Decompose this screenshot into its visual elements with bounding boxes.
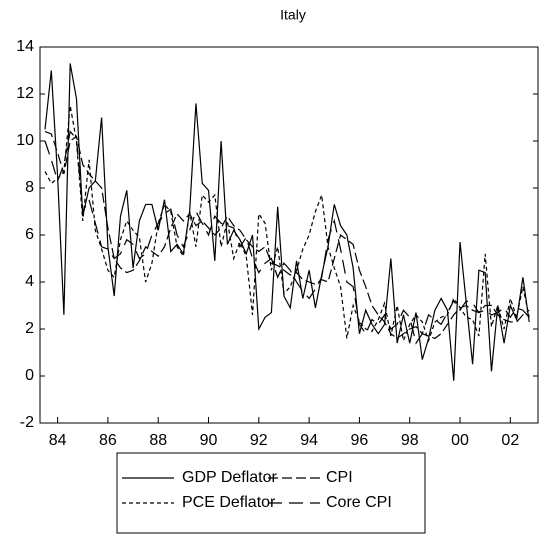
y-tick-label: 10 [16, 132, 34, 149]
legend-box [116, 452, 426, 534]
y-tick-label: 2 [25, 320, 34, 337]
x-tick-label: 98 [401, 432, 419, 449]
plot-frame [39, 46, 539, 424]
chart-title: Italy [280, 7, 306, 23]
y-tick-label: -2 [20, 414, 34, 431]
x-tick-label: 88 [149, 432, 167, 449]
series-line [44, 105, 530, 343]
x-tick-label: 00 [451, 432, 469, 449]
series-line [44, 63, 530, 381]
series-line [44, 131, 530, 340]
legend-label: GDP Deflator [182, 469, 278, 486]
y-tick-label: 6 [25, 226, 34, 243]
x-tick-label: 94 [300, 432, 318, 449]
y-tick-label: 4 [25, 273, 34, 290]
x-tick-label: 96 [351, 432, 369, 449]
x-tick-label: 02 [501, 432, 519, 449]
legend-label: Core CPI [326, 494, 392, 511]
y-tick-label: 12 [16, 85, 34, 102]
x-tick-label: 92 [250, 432, 268, 449]
x-tick-label: 86 [99, 432, 117, 449]
x-tick-label: 90 [200, 432, 218, 449]
legend-label: PCE Deflator [182, 494, 276, 511]
series-line [44, 130, 530, 345]
y-tick-label: 8 [25, 179, 34, 196]
legend-label: CPI [326, 469, 353, 486]
y-tick-label: 0 [25, 367, 34, 384]
y-tick-label: 14 [16, 38, 34, 55]
x-tick-label: 84 [49, 432, 67, 449]
